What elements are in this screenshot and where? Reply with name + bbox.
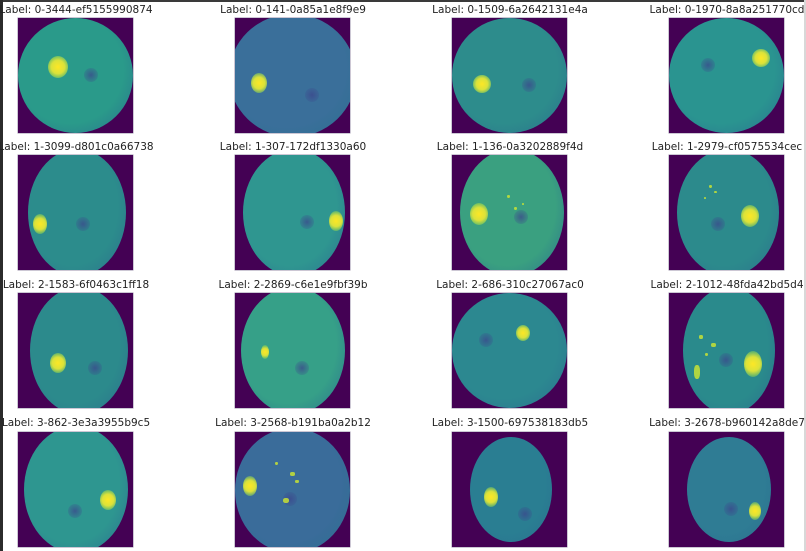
macula (76, 217, 90, 231)
fundus-image (235, 293, 350, 408)
exudate-spot (275, 462, 278, 465)
macula (518, 507, 532, 521)
fundus-image (18, 155, 133, 270)
macula (84, 68, 98, 82)
macula (514, 210, 528, 224)
retina-region (677, 155, 779, 270)
panel-title: Label: 0-3444-ef5155990874 (0, 4, 153, 16)
fundus-image (235, 432, 350, 547)
optic-disc (516, 325, 530, 341)
retina-region (452, 18, 567, 133)
retina-region (470, 437, 552, 542)
fundus-image (452, 18, 567, 133)
fundus-image (235, 155, 350, 270)
panel-title: Label: 2-1583-6f0463c1ff18 (2, 279, 150, 291)
retina-region (24, 432, 128, 547)
retina-region (683, 293, 775, 408)
retina-region (669, 18, 784, 133)
macula (68, 504, 82, 518)
macula (719, 353, 733, 367)
exudate-spot (694, 365, 700, 379)
macula (295, 361, 309, 375)
fundus-image (669, 293, 784, 408)
fundus-image (18, 18, 133, 133)
retina-region (452, 293, 567, 408)
exudate-spot (709, 185, 712, 188)
exudate-spot (522, 203, 524, 205)
optic-disc (50, 353, 66, 373)
panel-title: Label: 2-2869-c6e1e9fbf39b (218, 279, 368, 291)
exudate-spot (514, 207, 517, 210)
retina-region (18, 18, 133, 133)
panel-title: Label: 2-1012-48fda42bd5d4 (650, 279, 804, 291)
optic-disc (749, 502, 761, 520)
fundus-image (452, 155, 567, 270)
exudate-spot (295, 480, 299, 483)
fundus-image (452, 432, 567, 547)
fundus-image (452, 293, 567, 408)
optic-disc (251, 73, 267, 93)
panel-title: Label: 0-1970-8a8a251770cd (649, 4, 805, 16)
optic-disc (484, 487, 498, 507)
panel-title: Label: 1-136-0a3202889f4d (436, 141, 584, 153)
fundus-image (18, 432, 133, 547)
optic-disc (33, 214, 47, 234)
exudate-spot (714, 191, 717, 193)
optic-disc (744, 351, 762, 377)
retina-region (28, 155, 126, 270)
exudate-spot (699, 335, 703, 339)
macula (305, 88, 319, 102)
panel-title: Label: 1-307-172df1330a60 (219, 141, 367, 153)
panel-title: Label: 2-686-310c27067ac0 (436, 279, 584, 291)
panel-title: Label: 1-3099-d801c0a66738 (0, 141, 154, 153)
panel-title: Label: 3-1500-697538183db5 (431, 417, 589, 429)
fundus-image (669, 432, 784, 547)
retina-region (687, 437, 771, 542)
optic-disc (741, 205, 759, 227)
macula (300, 215, 314, 229)
retina-region (243, 155, 345, 270)
exudate-spot (283, 498, 289, 503)
exudate-spot (290, 472, 295, 476)
optic-disc (329, 211, 343, 231)
macula (522, 78, 536, 92)
macula (88, 361, 102, 375)
window-top-border (0, 0, 806, 2)
panel-title: Label: 3-2568-b191ba0a2b12 (215, 417, 371, 429)
optic-disc (473, 75, 491, 93)
macula (711, 217, 725, 231)
panel-title: Label: 0-141-0a85a1e8f9e9 (220, 4, 366, 16)
retina-region (30, 293, 128, 408)
optic-disc (100, 490, 116, 510)
retina-region (241, 293, 345, 408)
fundus-image (235, 18, 350, 133)
optic-disc (48, 56, 68, 78)
fundus-image (18, 293, 133, 408)
window-left-border (0, 0, 3, 551)
macula (701, 58, 715, 72)
panel-title: Label: 1-2979-cf0575534cec (651, 141, 803, 153)
exudate-spot (711, 343, 716, 347)
panel-title: Label: 3-2678-b960142a8de7 (649, 417, 805, 429)
optic-disc (261, 345, 269, 359)
optic-disc (752, 49, 770, 67)
exudate-spot (705, 353, 708, 356)
macula (479, 333, 493, 347)
window-right-border (804, 0, 806, 551)
exudate-spot (704, 197, 706, 199)
optic-disc (243, 476, 257, 496)
fundus-image (669, 18, 784, 133)
fundus-image (669, 155, 784, 270)
panel-title: Label: 3-862-3e3a3955b9c5 (1, 417, 151, 429)
macula (724, 502, 738, 516)
exudate-spot (507, 195, 510, 198)
panel-title: Label: 0-1509-6a2642131e4a (432, 4, 588, 16)
optic-disc (470, 203, 488, 225)
